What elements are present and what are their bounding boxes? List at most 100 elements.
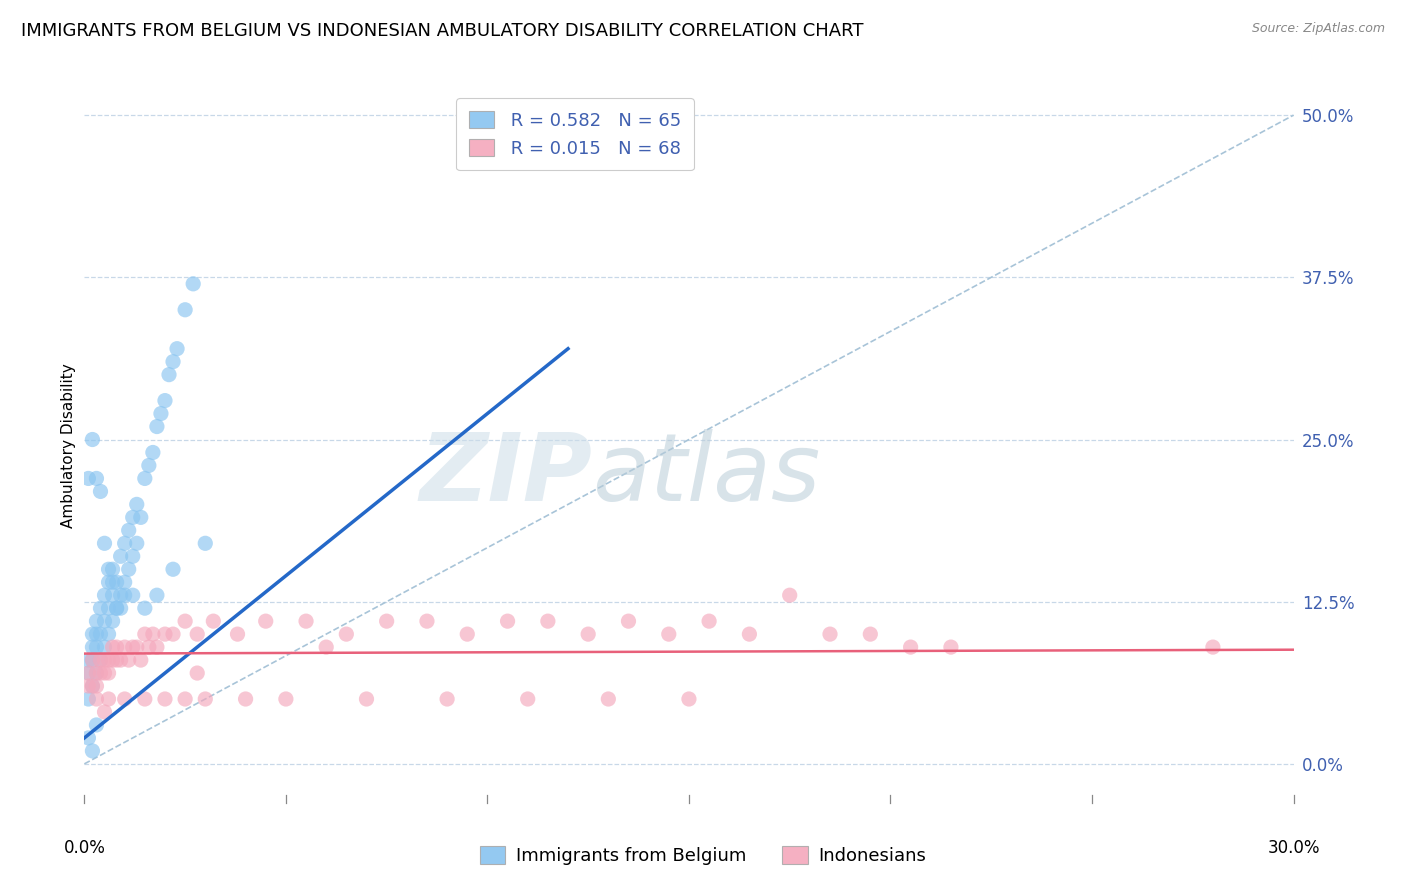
Point <box>93 640 115 654</box>
Point <box>859 627 882 641</box>
Point <box>86 640 108 654</box>
Point <box>110 549 132 564</box>
Point <box>82 679 104 693</box>
Point <box>153 627 176 641</box>
Point <box>202 614 225 628</box>
Point <box>77 679 100 693</box>
Point <box>129 510 152 524</box>
Point <box>114 588 136 602</box>
Legend:  R = 0.582   N = 65,  R = 0.015   N = 68: R = 0.582 N = 65, R = 0.015 N = 68 <box>456 98 693 170</box>
Point <box>86 679 108 693</box>
Point <box>315 640 337 654</box>
Point <box>114 536 136 550</box>
Point <box>114 575 136 590</box>
Point <box>114 640 136 654</box>
Point <box>77 731 100 745</box>
Point <box>93 614 115 628</box>
Point <box>118 653 141 667</box>
Point <box>86 471 108 485</box>
Point <box>153 393 176 408</box>
Point <box>138 458 160 473</box>
Point <box>121 640 143 654</box>
Point <box>118 524 141 538</box>
Point <box>93 536 115 550</box>
Point <box>129 653 152 667</box>
Point <box>89 653 111 667</box>
Point <box>295 614 318 628</box>
Point <box>97 562 120 576</box>
Point <box>818 627 841 641</box>
Point <box>598 692 620 706</box>
Point <box>125 640 148 654</box>
Text: IMMIGRANTS FROM BELGIUM VS INDONESIAN AMBULATORY DISABILITY CORRELATION CHART: IMMIGRANTS FROM BELGIUM VS INDONESIAN AM… <box>21 22 863 40</box>
Point <box>697 614 720 628</box>
Point <box>617 614 640 628</box>
Point <box>86 692 108 706</box>
Text: Source: ZipAtlas.com: Source: ZipAtlas.com <box>1251 22 1385 36</box>
Point <box>101 640 124 654</box>
Point <box>537 614 560 628</box>
Point <box>142 445 165 459</box>
Point <box>93 588 115 602</box>
Point <box>181 277 204 291</box>
Point <box>93 653 115 667</box>
Point <box>134 471 156 485</box>
Point <box>496 614 519 628</box>
Legend: Immigrants from Belgium, Indonesians: Immigrants from Belgium, Indonesians <box>471 838 935 874</box>
Point <box>939 640 962 654</box>
Point <box>77 653 100 667</box>
Point <box>274 692 297 706</box>
Point <box>1202 640 1225 654</box>
Point <box>134 692 156 706</box>
Point <box>375 614 398 628</box>
Point <box>194 536 217 550</box>
Point <box>97 692 120 706</box>
Point <box>89 653 111 667</box>
Point <box>82 744 104 758</box>
Point <box>89 666 111 681</box>
Point <box>436 692 458 706</box>
Point <box>146 640 169 654</box>
Point <box>86 718 108 732</box>
Point <box>114 692 136 706</box>
Point <box>82 653 104 667</box>
Point <box>97 627 120 641</box>
Point <box>86 666 108 681</box>
Point <box>105 601 128 615</box>
Point <box>101 575 124 590</box>
Point <box>97 653 120 667</box>
Point <box>134 601 156 615</box>
Point <box>162 627 184 641</box>
Point <box>93 705 115 719</box>
Point <box>335 627 357 641</box>
Point <box>162 354 184 368</box>
Point <box>174 614 197 628</box>
Point <box>89 484 111 499</box>
Point <box>86 614 108 628</box>
Point <box>101 562 124 576</box>
Point <box>82 640 104 654</box>
Point <box>162 562 184 576</box>
Point <box>226 627 249 641</box>
Point <box>125 536 148 550</box>
Point <box>77 471 100 485</box>
Point <box>356 692 378 706</box>
Point <box>97 575 120 590</box>
Point <box>82 679 104 693</box>
Point <box>110 653 132 667</box>
Point <box>146 588 169 602</box>
Text: 0.0%: 0.0% <box>63 839 105 857</box>
Point <box>678 692 700 706</box>
Point <box>118 562 141 576</box>
Point <box>97 666 120 681</box>
Point <box>121 510 143 524</box>
Point <box>101 653 124 667</box>
Point <box>166 342 188 356</box>
Point <box>82 653 104 667</box>
Point <box>121 549 143 564</box>
Point <box>138 640 160 654</box>
Point <box>101 588 124 602</box>
Point <box>142 627 165 641</box>
Point <box>110 588 132 602</box>
Point <box>77 692 100 706</box>
